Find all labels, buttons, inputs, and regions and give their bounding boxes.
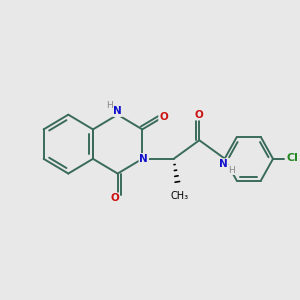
Text: N: N [140,154,148,164]
Text: H: H [228,166,235,175]
Text: O: O [159,112,168,122]
Text: O: O [110,193,119,203]
Text: Cl: Cl [286,153,298,163]
Text: CH₃: CH₃ [171,191,189,201]
Text: O: O [195,110,204,120]
Text: N: N [219,159,228,169]
Text: H: H [106,101,113,110]
Text: N: N [113,106,122,116]
